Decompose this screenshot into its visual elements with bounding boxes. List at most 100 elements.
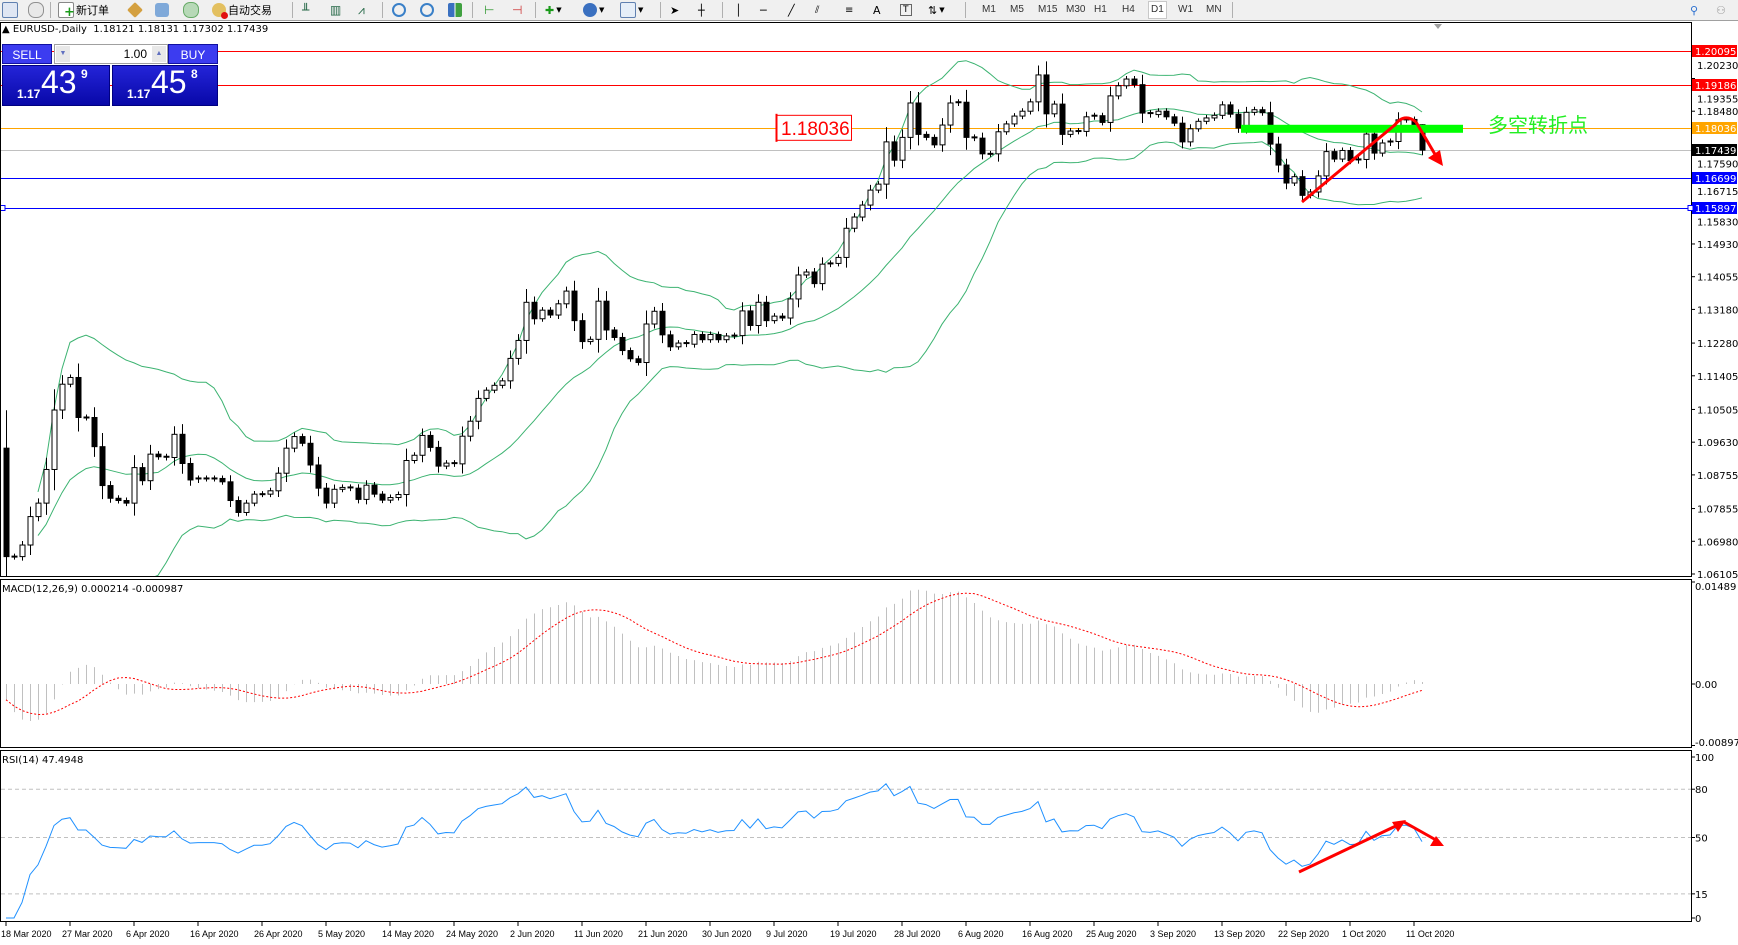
candle <box>227 475 234 508</box>
candle <box>995 124 1002 162</box>
price-axis-label: 1.14930 <box>1697 240 1738 251</box>
candle-body-bull <box>131 467 138 504</box>
candle <box>11 553 18 560</box>
auto-scroll-icon[interactable]: ⊢ <box>484 3 495 17</box>
history-icon[interactable] <box>127 2 143 18</box>
candle-body-bull <box>387 497 394 501</box>
candle <box>627 347 634 362</box>
price-tag-1.15897 <box>1692 202 1737 214</box>
candle <box>515 334 522 365</box>
timeframe-w1[interactable]: W1 <box>1178 4 1193 15</box>
candle-body-bull <box>843 227 850 258</box>
candlestick-icon[interactable]: ▥ <box>330 3 342 17</box>
search-icon[interactable]: ⚲ <box>1690 3 1699 17</box>
candle-body-bull <box>755 301 762 326</box>
candle <box>875 181 882 194</box>
cursor-icon[interactable]: ➤ <box>670 3 680 17</box>
zoom-chart-icon[interactable] <box>28 2 44 18</box>
candle-body-bear <box>1099 115 1106 123</box>
signal-icon[interactable] <box>183 2 199 18</box>
candle <box>763 295 770 328</box>
candle-body-bear <box>219 477 226 483</box>
candle-body-bear <box>75 376 82 418</box>
sell-button[interactable]: SELL <box>2 44 52 64</box>
new-order-label: 新订单 <box>76 4 109 17</box>
candle <box>83 414 90 421</box>
candle-body-bear <box>155 453 162 458</box>
indicators-icon[interactable]: ✚ ▼ <box>545 3 562 17</box>
candle <box>211 475 218 482</box>
chart-list-icon[interactable] <box>2 2 18 18</box>
candle <box>387 494 394 504</box>
vertical-line-icon[interactable]: │ <box>735 3 742 17</box>
candle <box>51 389 58 491</box>
chart-shift-icon[interactable]: ⊣ <box>512 3 523 17</box>
timeframe-m1[interactable]: M1 <box>982 4 996 15</box>
new-order-button[interactable]: + 新订单 <box>58 2 109 19</box>
horizontal-line-icon[interactable]: ─ <box>760 3 767 17</box>
candle <box>1387 138 1394 146</box>
rsi-down-arrow-head-icon <box>1430 836 1444 846</box>
date-axis-label: 21 Jun 2020 <box>638 929 688 939</box>
candle-body-bull <box>1323 151 1330 177</box>
candle-body-bull <box>947 102 954 126</box>
lot-increase-icon[interactable]: ▲ <box>152 46 166 62</box>
zoom-in-icon[interactable] <box>392 2 406 18</box>
autotrade-button[interactable]: 自动交易 <box>212 2 272 19</box>
main-plot: 1.18036 多空转折点 <box>1 51 1691 576</box>
trendline-icon[interactable]: ╱ <box>788 3 795 17</box>
equidistant-channel-icon[interactable]: ⫽ <box>815 4 820 16</box>
lot-size-input[interactable]: ▼ 1.00 ▲ <box>54 44 168 64</box>
fibonacci-icon[interactable]: ≡ <box>845 4 854 16</box>
candle-body-bull <box>267 490 274 495</box>
candle <box>915 91 922 146</box>
candle-body-bull <box>555 303 562 316</box>
timeframe-h4[interactable]: H4 <box>1122 4 1135 15</box>
community-icon[interactable]: ⚇ <box>1716 3 1726 17</box>
candle-body-bull <box>171 433 178 459</box>
candle-body-bull <box>859 204 866 218</box>
candle <box>723 332 730 343</box>
candle-body-bear <box>923 133 930 138</box>
candle-body-bull <box>1003 123 1010 133</box>
collapse-arrow-icon[interactable]: ▲ <box>2 24 13 35</box>
bar-chart-icon[interactable]: ╨ <box>302 3 310 17</box>
date-axis-label: 13 Sep 2020 <box>1214 929 1265 939</box>
timeframe-d1[interactable]: D1 <box>1148 1 1167 19</box>
candle-body-bear <box>355 487 362 500</box>
candle-body-bull <box>539 309 546 320</box>
candle-body-bear <box>627 350 634 360</box>
timeframe-mn[interactable]: MN <box>1206 4 1222 15</box>
candle <box>563 286 570 309</box>
lot-decrease-icon[interactable]: ▼ <box>56 46 70 62</box>
timeframe-m5[interactable]: M5 <box>1010 4 1024 15</box>
candle <box>859 200 866 222</box>
candle <box>19 540 26 561</box>
buy-price[interactable]: 1.17 45 8 <box>112 64 218 106</box>
buy-button[interactable]: BUY <box>168 44 218 64</box>
candle-body-bull <box>563 290 570 305</box>
arrows-icon[interactable]: ⇅ ▼ <box>928 3 945 17</box>
candle <box>1059 93 1066 145</box>
text-label-icon[interactable]: T <box>900 2 912 18</box>
zoom-out-icon[interactable] <box>420 2 434 18</box>
line-chart-icon[interactable]: ⩘ <box>358 2 365 17</box>
candle <box>203 475 210 482</box>
periods-icon[interactable]: ▼ <box>583 2 604 18</box>
crosshair-icon[interactable]: ┼ <box>698 3 705 17</box>
templates-icon[interactable]: ▼ <box>620 2 643 18</box>
date-axis-label: 30 Jun 2020 <box>702 929 752 939</box>
tile-windows-icon[interactable] <box>448 2 462 18</box>
candle-body-bull <box>907 102 914 138</box>
sell-price[interactable]: 1.17 43 9 <box>2 64 110 106</box>
sell-price-main: 43 <box>41 64 77 100</box>
text-icon[interactable]: A <box>873 3 881 17</box>
candle <box>1139 74 1146 124</box>
timeframe-h1[interactable]: H1 <box>1094 4 1107 15</box>
candle <box>675 340 682 350</box>
candle-body-bear <box>915 102 922 135</box>
data-window-icon[interactable] <box>155 2 169 18</box>
timeframe-m15[interactable]: M15 <box>1038 4 1058 15</box>
timeframe-m30[interactable]: M30 <box>1066 4 1086 15</box>
